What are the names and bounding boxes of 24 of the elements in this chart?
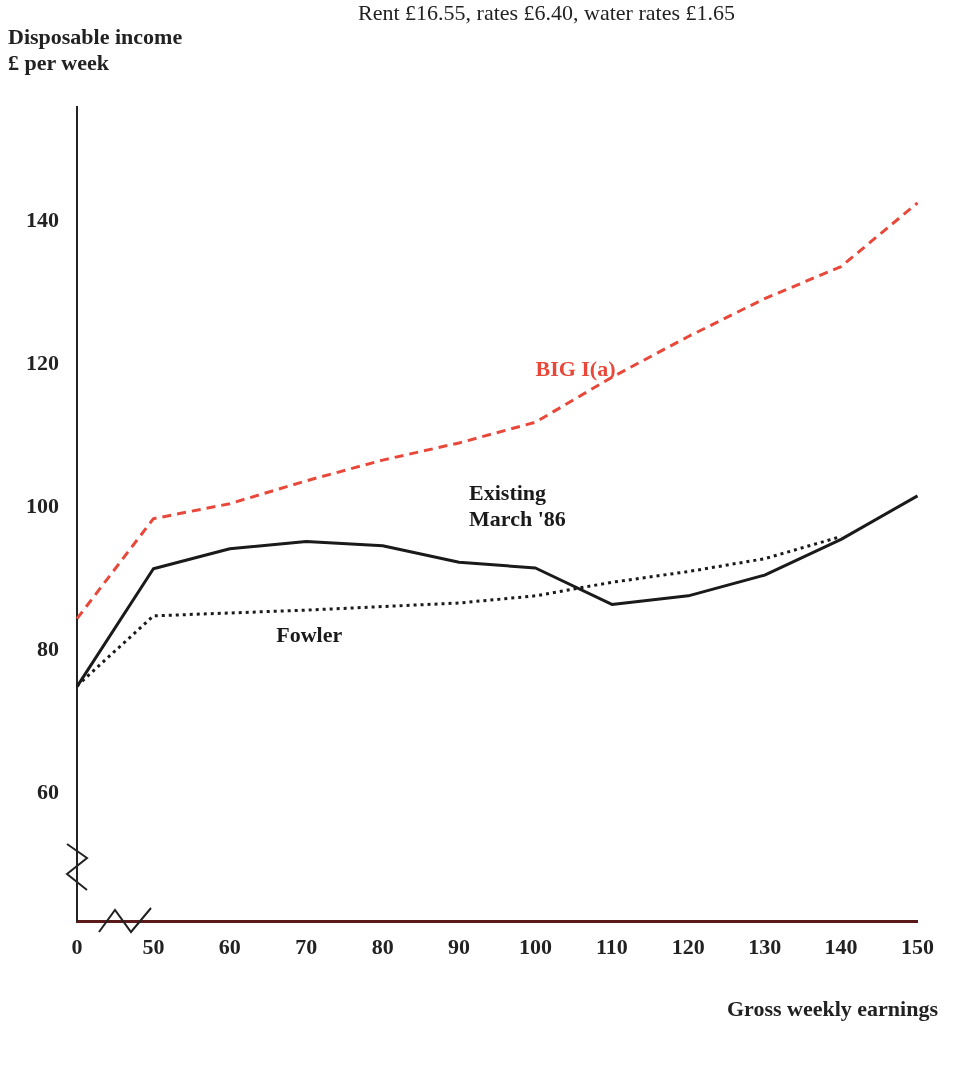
x-tick-label: 60 [218,934,241,960]
line-series [75,201,919,621]
x-tick-label: 110 [595,934,628,960]
x-tick-label: 150 [901,934,934,960]
series-label: Fowler [276,622,343,648]
x-tick-label: 0 [71,934,83,960]
y-axis-title: Disposable income £ per week [8,24,183,75]
y-tick-label: 140 [26,207,59,233]
y-tick-label: 100 [26,492,59,518]
y-tick-label: 80 [37,635,59,661]
x-tick-label: 130 [748,934,782,960]
x-tick-label: 140 [824,934,858,960]
chart-subtitle: Rent £16.55, rates £6.40, water rates £1.65 [358,0,735,26]
x-tick-label: 80 [371,934,394,960]
series-label: BIG I(a) [535,356,616,382]
x-tick-label: 90 [448,934,471,960]
x-tick-label: 50 [142,934,165,960]
series-label: Existing March '86 [469,480,566,532]
y-tick-label: 60 [37,778,59,804]
y-tick-label: 120 [26,350,59,376]
x-tick-label: 70 [295,934,318,960]
x-tick-label: 120 [671,934,705,960]
x-tick-label: 100 [518,934,552,960]
x-axis-title: Gross weekly earnings [725,996,939,1022]
